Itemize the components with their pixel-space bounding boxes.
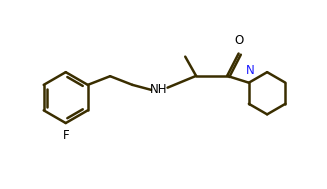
Text: F: F (62, 129, 69, 142)
Text: N: N (246, 64, 254, 77)
Text: O: O (234, 34, 244, 47)
Text: NH: NH (150, 83, 168, 96)
